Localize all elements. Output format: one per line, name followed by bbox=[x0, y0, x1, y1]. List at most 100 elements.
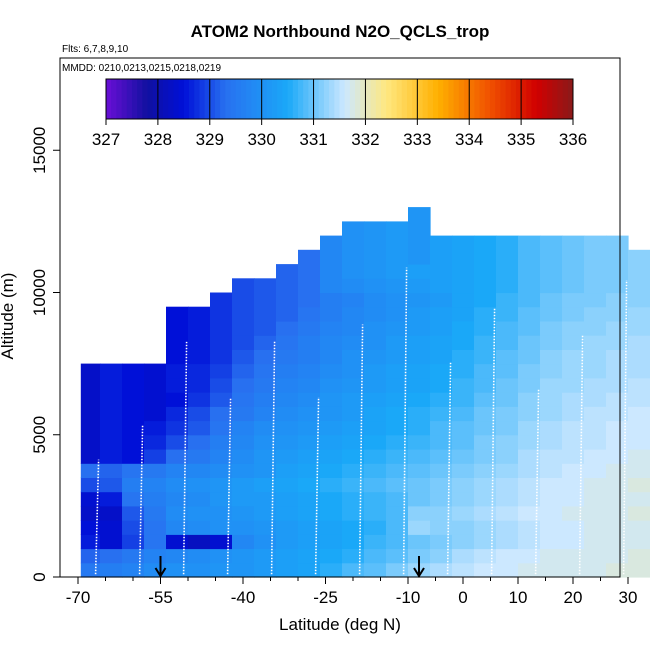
heatmap-cell bbox=[606, 406, 629, 422]
heatmap-cell bbox=[518, 548, 541, 564]
y-tick-label: 15000 bbox=[30, 127, 49, 174]
heatmap-cell bbox=[298, 406, 321, 422]
heatmap-cell bbox=[430, 392, 453, 407]
heatmap-cell bbox=[254, 548, 277, 564]
heatmap-cell bbox=[232, 420, 255, 436]
flight-track bbox=[358, 324, 364, 575]
heatmap-cell bbox=[276, 335, 299, 350]
x-tick-label: -25 bbox=[313, 588, 338, 607]
heatmap-cell bbox=[452, 520, 475, 535]
colorbar-swatch bbox=[173, 79, 180, 119]
heatmap-cell bbox=[540, 562, 563, 578]
heatmap-cell bbox=[232, 562, 255, 578]
heatmap-cell bbox=[452, 449, 475, 464]
colorbar-swatch bbox=[406, 79, 413, 119]
heatmap-cell bbox=[276, 520, 299, 535]
heatmap-cell bbox=[584, 335, 607, 350]
heatmap-cell bbox=[584, 292, 607, 308]
heatmap-cell bbox=[100, 363, 123, 464]
colorbar-swatch bbox=[360, 79, 366, 119]
colorbar-swatch bbox=[126, 79, 133, 119]
heatmap-cell bbox=[342, 292, 365, 308]
plot-frame bbox=[59, 57, 621, 578]
heatmap-cell bbox=[122, 548, 145, 564]
flight-track bbox=[622, 279, 628, 575]
heatmap-cell bbox=[298, 534, 321, 550]
heatmap-cell bbox=[518, 505, 541, 521]
heatmap-cell bbox=[166, 548, 189, 564]
heatmap-cell bbox=[606, 292, 629, 308]
heatmap-cell bbox=[540, 420, 563, 436]
heatmap-cell bbox=[144, 491, 167, 507]
heatmap-cell bbox=[452, 420, 475, 436]
heatmap-cell bbox=[386, 349, 409, 365]
heatmap-cell bbox=[210, 406, 233, 422]
heatmap-cell bbox=[474, 363, 497, 379]
heatmap-cell bbox=[100, 534, 123, 550]
heatmap-cell bbox=[408, 505, 431, 521]
colorbar-tick-label: 331 bbox=[299, 130, 327, 149]
heatmap-cell bbox=[364, 278, 387, 294]
colorbar-swatch bbox=[567, 79, 574, 119]
heatmap-cell bbox=[584, 306, 607, 322]
heatmap-cell bbox=[298, 377, 321, 393]
heatmap-cell bbox=[496, 449, 519, 464]
heatmap-cell bbox=[298, 392, 321, 407]
heatmap-cell bbox=[606, 349, 629, 365]
heatmap-cell bbox=[210, 434, 233, 450]
heatmap-cell bbox=[276, 377, 299, 393]
heatmap-cell bbox=[452, 335, 475, 350]
colorbar-swatch bbox=[464, 79, 470, 119]
heatmap-cell bbox=[386, 562, 409, 578]
heatmap-cell bbox=[254, 562, 277, 578]
heatmap-cell bbox=[540, 520, 563, 535]
heatmap-cell bbox=[452, 534, 475, 550]
x-tick-label: 10 bbox=[509, 588, 528, 607]
heatmap-cell bbox=[606, 562, 629, 578]
heatmap-cell bbox=[342, 449, 365, 464]
heatmap-cell bbox=[518, 363, 541, 379]
colorbar-swatch bbox=[230, 79, 237, 119]
heatmap-cell bbox=[320, 335, 343, 350]
heatmap-cell bbox=[320, 477, 343, 493]
heatmap-cell bbox=[320, 406, 343, 422]
heatmap-cell bbox=[166, 477, 189, 493]
colorbar-swatch bbox=[386, 79, 392, 119]
heatmap-cell bbox=[518, 477, 541, 493]
heatmap-cell bbox=[386, 505, 409, 521]
heatmap-cell bbox=[606, 477, 629, 493]
heatmap-cell bbox=[254, 278, 277, 336]
heatmap-cell bbox=[474, 562, 497, 578]
heatmap-cell bbox=[584, 505, 607, 521]
heatmap-cell bbox=[518, 335, 541, 350]
colorbar-swatch bbox=[204, 79, 211, 119]
heatmap-cell bbox=[276, 363, 299, 379]
heatmap-cell bbox=[584, 406, 607, 422]
heatmap-cell bbox=[540, 320, 563, 336]
heatmap-cell bbox=[518, 520, 541, 535]
colorbar-swatch bbox=[505, 79, 512, 119]
heatmap-cell bbox=[254, 449, 277, 464]
heatmap-cell bbox=[606, 306, 629, 322]
heatmap-cells bbox=[80, 207, 650, 578]
heatmap-cell bbox=[474, 477, 497, 493]
heatmap-cell bbox=[210, 420, 233, 436]
heatmap-cell bbox=[628, 349, 650, 365]
heatmap-cell bbox=[606, 505, 629, 521]
heatmap-cell bbox=[562, 392, 585, 407]
heatmap-cell bbox=[606, 434, 629, 450]
heatmap-cell bbox=[430, 548, 453, 564]
heatmap-cell bbox=[254, 505, 277, 521]
heatmap-cell bbox=[562, 449, 585, 464]
heatmap-cell bbox=[210, 491, 233, 507]
colorbar-swatch bbox=[349, 79, 356, 119]
heatmap-cell bbox=[562, 349, 585, 365]
heatmap-cell bbox=[628, 406, 650, 422]
heatmap-cell bbox=[232, 505, 255, 521]
heatmap-cell bbox=[210, 392, 233, 407]
heatmap-cell bbox=[254, 406, 277, 422]
heatmap-cell bbox=[452, 477, 475, 493]
colorbar-swatch bbox=[479, 79, 486, 119]
heatmap-cell bbox=[606, 320, 629, 336]
heatmap-cell bbox=[298, 463, 321, 478]
